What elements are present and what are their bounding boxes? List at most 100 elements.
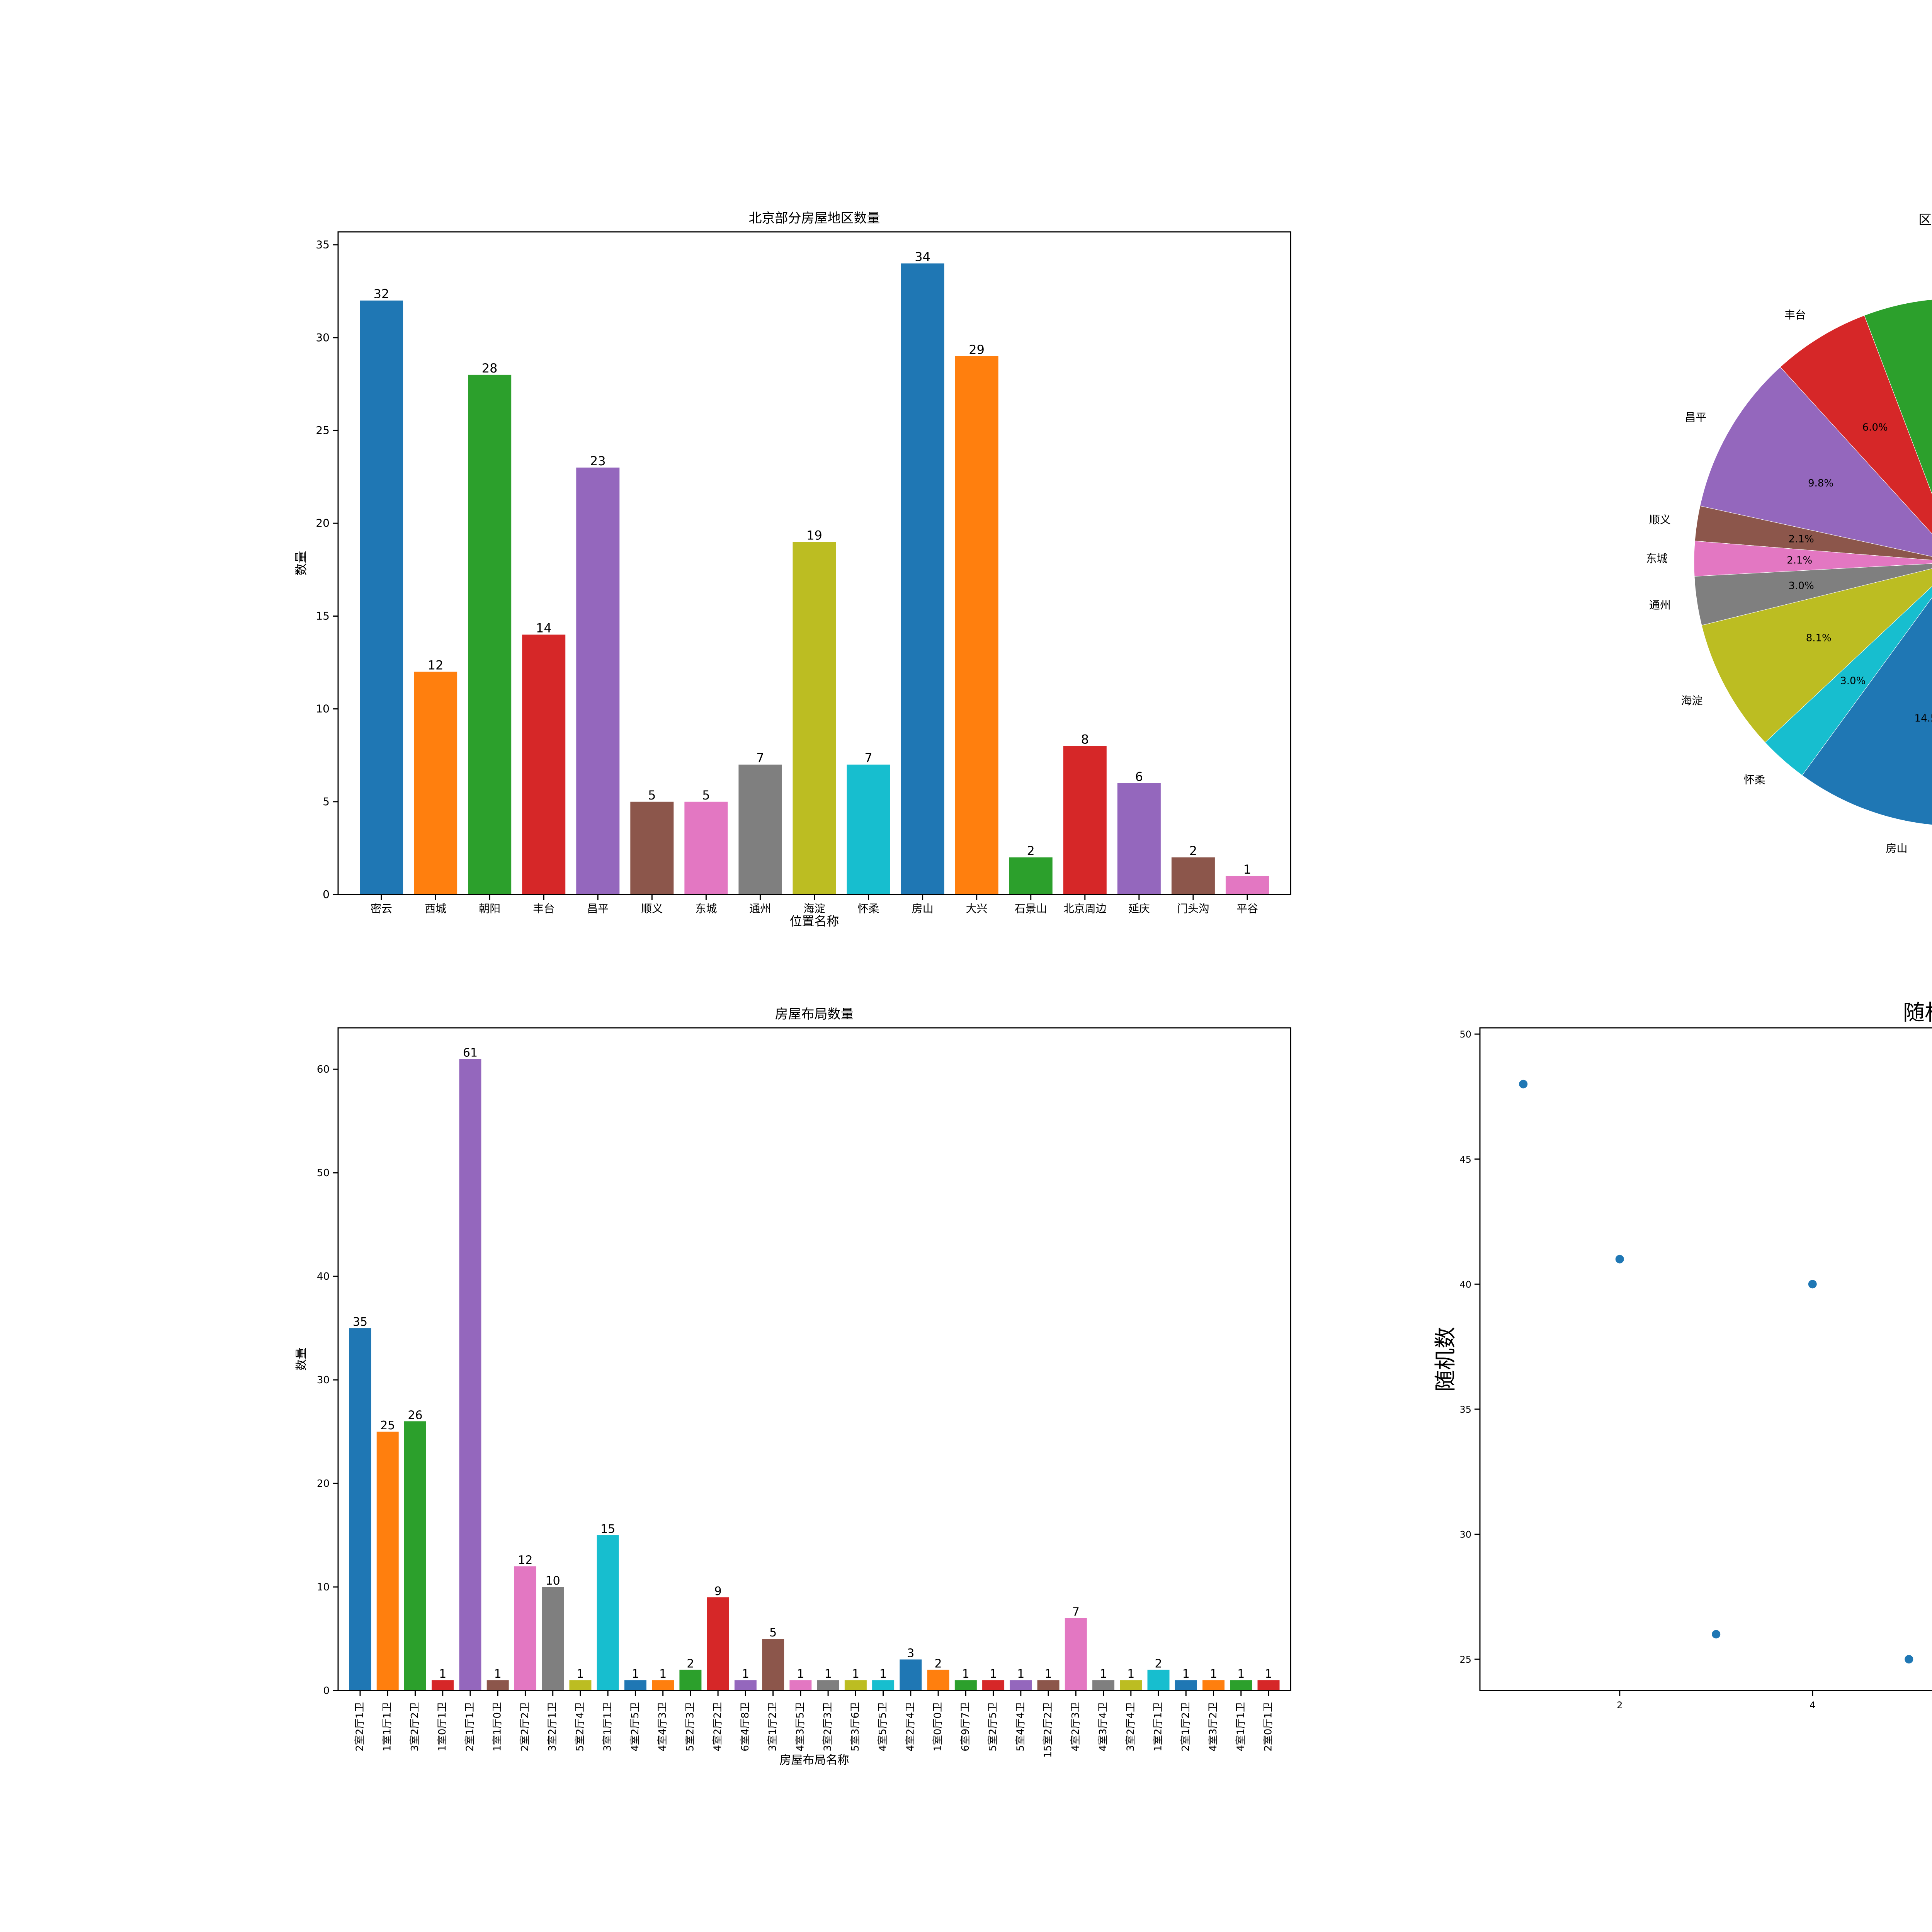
x-tick-label: 4室3厅5卫 [794, 1702, 806, 1752]
x-tick-label: 丰台 [533, 902, 554, 915]
bar [927, 1670, 949, 1690]
y-axis-label: 数量 [295, 1348, 308, 1371]
bar [1202, 1680, 1225, 1690]
y-tick-label: 40 [1459, 1279, 1471, 1290]
y-tick-label: 25 [1459, 1654, 1471, 1665]
bar [652, 1680, 674, 1690]
bar-value-label: 1 [577, 1667, 584, 1681]
y-tick-label: 50 [317, 1167, 330, 1179]
axes-frame [337, 231, 1291, 895]
x-tick-label: 4 [1810, 1700, 1815, 1711]
bar [1230, 1680, 1252, 1690]
bar-value-label: 2 [1189, 844, 1197, 858]
y-tick-label: 30 [316, 331, 330, 344]
bar [793, 542, 836, 895]
bar-value-label: 1 [1127, 1667, 1134, 1681]
bar-value-label: 1 [825, 1667, 832, 1681]
bar [707, 1597, 729, 1690]
bar-value-label: 1 [494, 1667, 502, 1681]
region-share-pie-chart: 区域位置占比密云13.7%西城5.1%朝阳12.0%丰台6.0%昌平9.8%顺义… [1646, 212, 1932, 855]
bar-value-label: 1 [1237, 1667, 1245, 1681]
y-tick-label: 40 [317, 1271, 330, 1282]
bar [597, 1535, 619, 1690]
bar [1225, 876, 1269, 895]
bar-value-label: 1 [962, 1667, 969, 1681]
bar-value-label: 61 [463, 1046, 478, 1060]
x-tick-label: 东城 [695, 902, 717, 915]
x-tick-label: 1室1厅0卫 [492, 1702, 503, 1752]
bar-value-label: 12 [518, 1553, 532, 1567]
chart-title: 区域位置占比 [1918, 212, 1932, 228]
x-tick-label: 5室2厅5卫 [987, 1702, 999, 1752]
bar-value-label: 1 [879, 1667, 887, 1681]
bar [734, 1680, 757, 1690]
layout-count-bar-chart: 房屋布局数量352室2厅1卫251室1厅1卫263室2厅2卫11室0厅1卫612… [295, 1007, 1291, 1767]
bar-value-label: 25 [380, 1419, 395, 1432]
bar-value-label: 19 [806, 528, 822, 543]
chart-title: 随机散点图 [1903, 1000, 1932, 1026]
bar-value-label: 10 [546, 1574, 560, 1588]
bar-value-label: 1 [1182, 1667, 1190, 1681]
y-tick-label: 25 [316, 424, 330, 437]
pie-slice [1780, 315, 1932, 534]
bar-value-label: 1 [632, 1667, 639, 1681]
bar [360, 300, 403, 895]
pie-percent-label: 6.0% [1862, 422, 1888, 434]
x-tick-label: 北京周边 [1063, 902, 1107, 915]
bar-value-label: 12 [428, 658, 444, 673]
bar-value-label: 35 [353, 1315, 367, 1329]
x-tick-label: 大兴 [966, 902, 988, 915]
x-tick-label: 海淀 [803, 902, 825, 915]
x-tick-label: 1室0厅1卫 [437, 1702, 448, 1752]
bar [901, 263, 944, 895]
x-tick-label: 密云 [371, 902, 392, 915]
x-tick-label: 4室2厅2卫 [712, 1702, 724, 1752]
x-tick-label: 4室5厅5卫 [877, 1702, 889, 1752]
x-tick-label: 4室3厅4卫 [1097, 1702, 1109, 1752]
x-tick-label: 西城 [425, 902, 446, 915]
bar [514, 1566, 536, 1690]
bar [762, 1639, 784, 1690]
x-tick-label: 延庆 [1128, 902, 1150, 915]
pie-slice [1700, 367, 1932, 557]
bar-value-label: 1 [797, 1667, 804, 1681]
x-tick-label: 6室9厅7卫 [960, 1702, 971, 1752]
bar-value-label: 1 [852, 1667, 859, 1681]
scatter-point [1519, 1080, 1528, 1088]
pie-label: 顺义 [1649, 513, 1671, 526]
scatter-point [1808, 1280, 1817, 1289]
bar [432, 1680, 454, 1690]
pie-slice [1864, 299, 1932, 495]
y-tick-label: 5 [323, 795, 330, 808]
bar [349, 1328, 371, 1690]
bar [844, 1680, 867, 1690]
bar-value-label: 7 [1072, 1605, 1080, 1619]
pie-label: 房山 [1886, 842, 1908, 855]
bar [404, 1421, 426, 1690]
x-tick-label: 5室2厅4卫 [574, 1702, 586, 1752]
x-tick-label: 4室2厅4卫 [905, 1702, 916, 1752]
bar [1117, 783, 1161, 895]
bar-value-label: 34 [915, 250, 930, 264]
bar-value-label: 1 [1045, 1667, 1052, 1681]
bar-value-label: 5 [702, 788, 710, 803]
bar [486, 1680, 509, 1690]
y-axis-label: 数量 [294, 551, 308, 575]
x-tick-label: 2室2厅2卫 [519, 1702, 531, 1752]
x-tick-label: 昌平 [587, 902, 609, 915]
bar-value-label: 1 [1210, 1667, 1217, 1681]
y-tick-label: 30 [317, 1374, 330, 1386]
bar [982, 1680, 1005, 1690]
bar-value-label: 2 [1155, 1657, 1162, 1670]
scatter-point [1615, 1255, 1624, 1264]
pie-percent-label: 8.1% [1806, 632, 1832, 644]
y-tick-label: 35 [316, 238, 330, 251]
bar-value-label: 6 [1135, 769, 1143, 784]
y-tick-label: 30 [1459, 1529, 1471, 1540]
x-tick-label: 3室1厅2卫 [767, 1702, 779, 1752]
bar-value-label: 1 [1243, 862, 1251, 877]
x-tick-label: 顺义 [641, 902, 663, 915]
bar [679, 1670, 702, 1690]
x-axis-label: 位置名称 [789, 914, 839, 929]
